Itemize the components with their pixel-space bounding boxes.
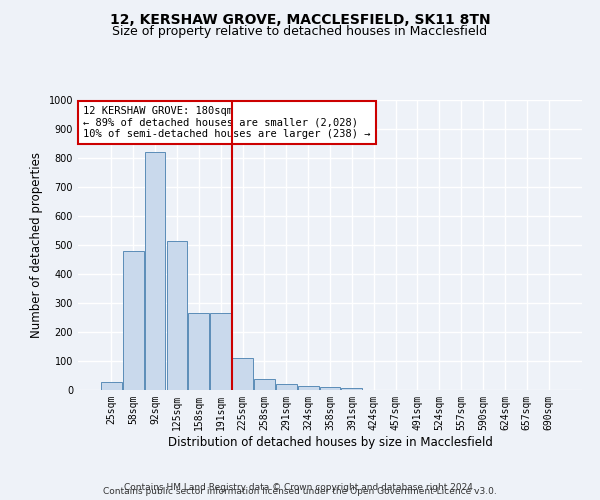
Text: Size of property relative to detached houses in Macclesfield: Size of property relative to detached ho…: [112, 25, 488, 38]
X-axis label: Distribution of detached houses by size in Macclesfield: Distribution of detached houses by size …: [167, 436, 493, 448]
Bar: [276, 384, 296, 390]
Text: Contains public sector information licensed under the Open Government Licence v3: Contains public sector information licen…: [103, 487, 497, 496]
Text: Contains HM Land Registry data © Crown copyright and database right 2024.: Contains HM Land Registry data © Crown c…: [124, 483, 476, 492]
Bar: [254, 379, 275, 390]
Bar: [123, 251, 143, 390]
Bar: [320, 387, 340, 390]
Bar: [188, 313, 209, 390]
Text: 12, KERSHAW GROVE, MACCLESFIELD, SK11 8TN: 12, KERSHAW GROVE, MACCLESFIELD, SK11 8T…: [110, 12, 490, 26]
Bar: [210, 313, 231, 390]
Text: 12 KERSHAW GROVE: 180sqm
← 89% of detached houses are smaller (2,028)
10% of sem: 12 KERSHAW GROVE: 180sqm ← 89% of detach…: [83, 106, 371, 139]
Bar: [101, 382, 122, 390]
Y-axis label: Number of detached properties: Number of detached properties: [30, 152, 43, 338]
Bar: [232, 358, 253, 390]
Bar: [145, 152, 166, 390]
Bar: [341, 388, 362, 390]
Bar: [298, 386, 319, 390]
Bar: [167, 240, 187, 390]
